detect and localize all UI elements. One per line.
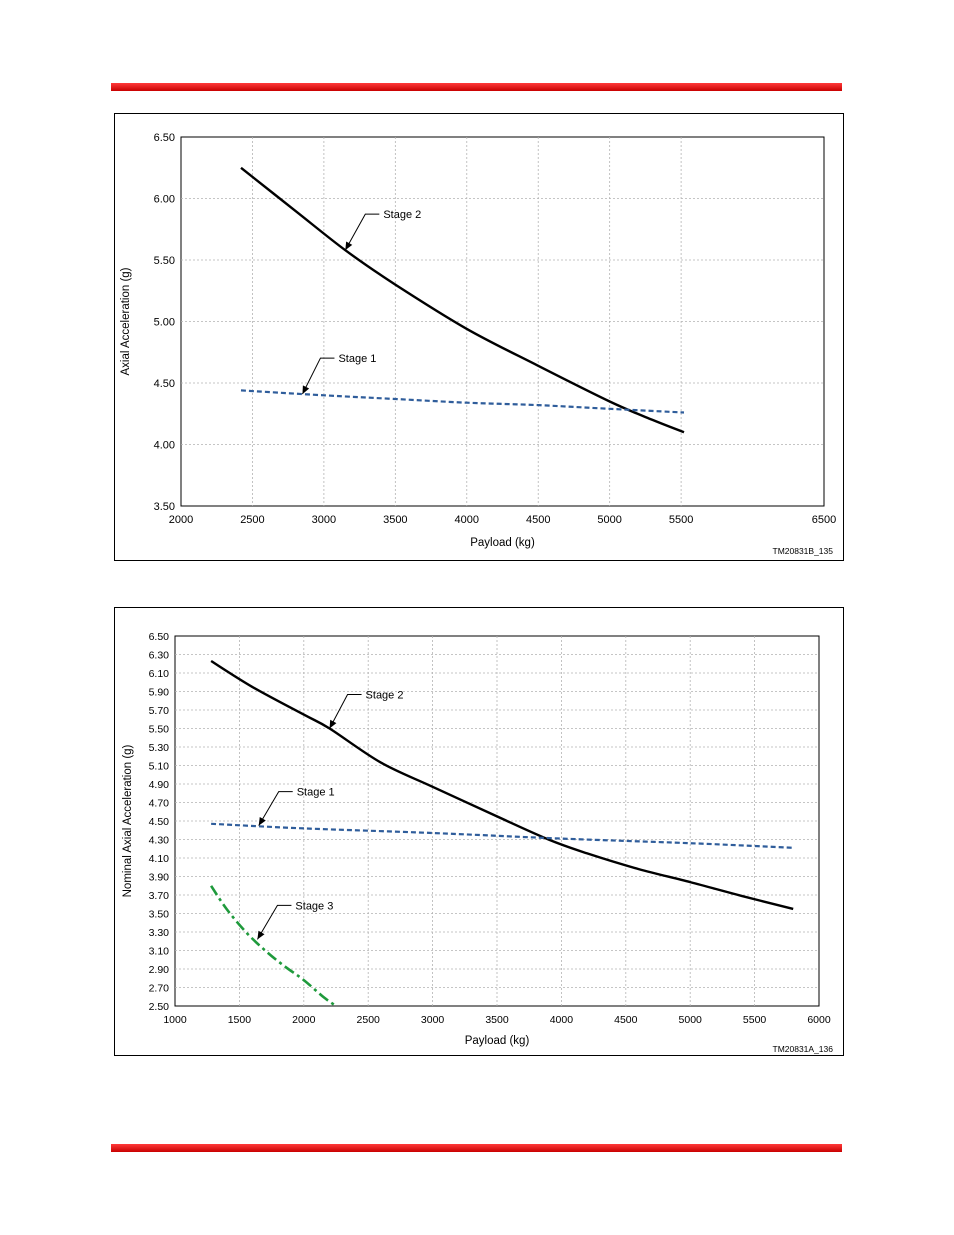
chart-2-series-stage-1-line [211,822,794,849]
chart-2-y-tick-label: 4.90 [149,779,170,791]
chart-1-y-tick-label: 4.00 [154,440,175,452]
footer-rule [111,1144,842,1152]
chart-1-annotation-stage-2-leader [344,213,380,251]
chart-2-y-tick-label: 5.50 [149,724,170,736]
chart-1-y-tick-label: 3.50 [154,501,175,513]
chart-2-annotation-stage-3-leader [257,904,292,940]
chart-2-y-axis-label: Nominal Axial Acceleration (g) [122,744,134,897]
chart-2-y-tick-label: 4.30 [149,835,170,847]
chart-2-y-tick-label: 5.30 [149,742,170,754]
chart-1-figure-id: TM20831B_135 [773,546,834,556]
chart-2-y-tick-label: 4.70 [149,798,170,810]
chart-2-y-tick-label: 4.50 [149,816,170,828]
chart-1-y-tick-label: 5.00 [154,317,175,329]
chart-1-x-tick-label: 3500 [383,514,407,526]
chart-1-x-tick-label: 2000 [169,514,193,526]
chart-2-annotation-stage-2-arrowhead [329,719,337,729]
chart-2-x-tick-label: 4000 [550,1014,574,1026]
chart-1-x-tick-label: 2500 [240,514,264,526]
chart-2-x-tick-label: 3500 [485,1014,509,1026]
chart-2-x-tick-label: 4500 [614,1014,638,1026]
chart-2-annotation-stage-3-arrowhead [257,930,265,940]
chart-1-x-tick-label: 5500 [669,514,693,526]
chart-2-y-tick-label: 6.30 [149,650,170,662]
chart-2-x-tick-label: 1000 [163,1014,187,1026]
chart-2-x-tick-label: 5500 [743,1014,767,1026]
chart-2-y-tick-label: 2.50 [149,1001,170,1013]
chart-1-series-stage-2-line [240,166,685,434]
chart-1-series-stage-1-line [240,389,685,414]
header-rule [111,83,842,91]
chart-2-y-tick-label: 6.10 [149,668,170,680]
chart-2-y-tick-label: 2.90 [149,964,170,976]
chart-2-series-stage-2-line [210,659,794,911]
chart-2-y-tick-label: 4.10 [149,853,170,865]
chart-1-x-tick-label: 4000 [455,514,479,526]
chart-2-x-tick-label: 5000 [679,1014,703,1026]
chart-2-y-tick-label: 5.90 [149,687,170,699]
chart-2-y-tick-label: 5.10 [149,761,170,773]
chart-2-y-tick-label: 3.50 [149,909,170,921]
chart-1-y-tick-label: 4.50 [154,378,175,390]
chart-panel-1: 2000 2500 3000 3500 4000 4500 5000 5500 6500 3.50… [114,113,844,561]
chart-1-x-axis-label: Payload (kg) [470,537,535,549]
chart-2-series-stage-3-line [210,885,337,1008]
chart-2-y-tick-label: 3.10 [149,946,170,958]
chart-2-annotation-stage-2-leader [329,694,362,729]
chart-2-annotation-stage-1-leader [258,791,293,826]
chart-panel-2: 1000 1500 2000 2500 3000 3500 4000 4500 5000 5500… [114,607,844,1056]
chart-2-svg: 1000 1500 2000 2500 3000 3500 4000 4500 5000 5500… [122,631,834,1054]
chart-2-figure-id: TM20831A_136 [773,1044,834,1054]
chart-2-y-tick-label: 5.70 [149,705,170,717]
chart-1-y-tick-label: 5.50 [154,255,175,267]
chart-2-x-tick-label: 3000 [421,1014,445,1026]
chart-1-annotation-stage-1-arrowhead [302,385,310,395]
chart-2-y-tick-label: 6.50 [149,631,170,643]
chart-1-annotation-stage-2-label: Stage 2 [383,209,421,221]
chart-2-annotation-stage-3-label: Stage 3 [295,900,333,912]
chart-2-annotation-stage-1-label: Stage 1 [297,787,335,799]
chart-1-y-tick-label: 6.50 [154,132,175,144]
chart-2-annotation-stage-2-label: Stage 2 [366,690,404,702]
chart-1-y-axis-label: Axial Acceleration (g) [120,267,132,375]
chart-1-x-tick-label: 4500 [526,514,550,526]
chart-2-y-tick-label: 2.70 [149,983,170,995]
chart-2-y-tick-label: 3.30 [149,927,170,939]
chart-1-x-tick-label: 6500 [812,514,836,526]
chart-1-x-tick-label: 3000 [312,514,336,526]
chart-2-annotation-stage-1-arrowhead [258,816,266,826]
chart-2-x-tick-label: 1500 [228,1014,252,1026]
chart-1-annotation-stage-1-label: Stage 1 [338,353,376,365]
chart-2-x-tick-label: 2000 [292,1014,316,1026]
chart-1-annotation-stage-2-arrowhead [345,241,353,251]
chart-1-svg: 2000 2500 3000 3500 4000 4500 5000 5500 6500 3.50… [120,132,836,556]
chart-1-annotation-stage-1-leader [302,357,335,395]
chart-2-x-tick-label: 2500 [357,1014,381,1026]
chart-1-y-tick-label: 6.00 [154,194,175,206]
chart-2-y-tick-label: 3.90 [149,872,170,884]
chart-1-x-tick-label: 5000 [597,514,621,526]
chart-2-x-axis-label: Payload (kg) [465,1035,530,1047]
chart-2-x-tick-label: 6000 [807,1014,831,1026]
chart-2-y-tick-label: 3.70 [149,890,170,902]
